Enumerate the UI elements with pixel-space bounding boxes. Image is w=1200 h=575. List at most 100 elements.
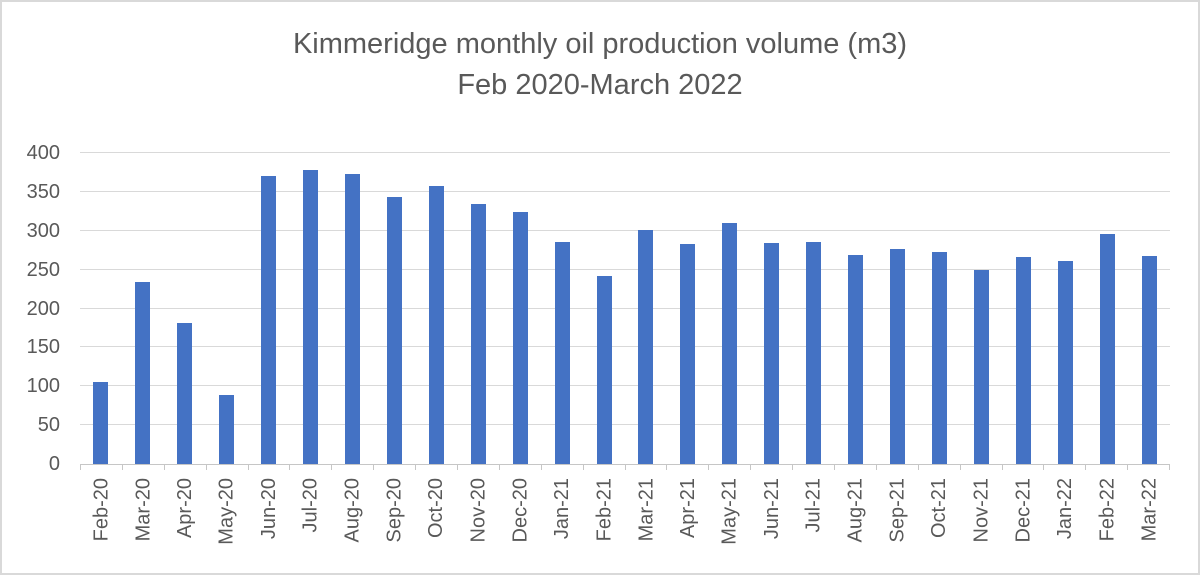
x-label-slot: Sep-21 [877,470,919,573]
x-tick-label-Oct-20: Oct-20 [425,478,448,539]
x-tick [750,464,792,470]
x-tick [834,464,876,470]
bar-slot-Jun-20 [248,153,290,464]
x-tick-label-Mar-21: Mar-21 [634,478,657,542]
x-tick-label-Jul-20: Jul-20 [299,478,322,533]
x-tick-label-Jun-20: Jun-20 [257,478,280,540]
bar-slot-Dec-21 [1002,153,1044,464]
x-label-slot: Mar-22 [1128,470,1170,573]
bar-Jan-21 [554,242,570,464]
bar-slot-Oct-20 [415,153,457,464]
bar-Jun-21 [764,243,780,464]
x-label-slot: Mar-21 [625,470,667,573]
x-label-slot: Apr-21 [667,470,709,573]
x-label-slot: Jul-20 [290,470,332,573]
bar-Feb-20 [93,382,109,464]
bar-series [80,153,1170,464]
gridline-300 [80,229,1170,231]
x-label-slot: Oct-21 [918,470,960,573]
x-label-slot: Feb-20 [80,470,122,573]
x-tick-label-Aug-20: Aug-20 [341,478,364,543]
x-axis-labels: Feb-20 Mar-20 Apr-20 May-20 Jun-20 Jul-20 Aug-… [80,470,1170,573]
x-tick-label-Sep-21: Sep-21 [886,478,909,543]
x-label-slot: Sep-20 [373,470,415,573]
x-tick-label-Feb-21: Feb-21 [593,478,616,542]
plot-area [80,152,1170,465]
gridline-150 [80,346,1170,348]
x-tick-label-Dec-21: Dec-21 [1012,478,1035,543]
bar-Apr-20 [177,322,193,464]
x-label-slot: Mar-20 [122,470,164,573]
x-tick-label-Jun-21: Jun-21 [760,478,783,540]
x-tick-label-Jan-22: Jan-22 [1054,478,1077,540]
x-tick-label-Aug-21: Aug-21 [844,478,867,543]
x-tick [205,464,248,470]
bar-slot-Aug-20 [332,153,374,464]
x-tick [666,464,708,470]
bar-slot-May-21 [709,153,751,464]
x-label-slot: Apr-20 [164,470,206,573]
bar-Feb-21 [596,275,612,464]
gridline-350 [80,190,1170,192]
x-label-slot: May-20 [206,470,248,573]
x-tick-label-Mar-22: Mar-22 [1138,478,1161,542]
x-label-slot: Jun-20 [248,470,290,573]
chart-title: Kimmeridge monthly oil production volume… [2,24,1198,106]
gridline-100 [80,385,1170,387]
bar-Dec-20 [512,212,528,464]
y-axis-labels: 0 50 100 150 200 250 300 350 400 [2,2,60,573]
bar-slot-Jun-21 [751,153,793,464]
x-tick-label-Nov-21: Nov-21 [970,478,993,543]
bar-slot-Feb-21 [583,153,625,464]
x-tick-label-Dec-20: Dec-20 [509,478,532,543]
x-tick-label-May-20: May-20 [215,478,238,545]
x-axis-ticks [80,464,1170,470]
y-tick-label-400: 400 [26,142,60,164]
gridline-50 [80,424,1170,426]
x-tick [121,464,164,470]
x-tick [1085,464,1127,470]
x-tick [247,464,290,470]
bar-slot-Oct-21 [918,153,960,464]
x-label-slot: Jun-21 [751,470,793,573]
x-tick-label-Jan-21: Jan-21 [551,478,574,540]
bar-slot-Mar-20 [122,153,164,464]
x-tick [959,464,1002,470]
gridline-200 [80,307,1170,309]
bar-slot-May-20 [206,153,248,464]
x-tick [331,464,373,470]
x-tick [498,464,541,470]
bar-slot-Apr-20 [164,153,206,464]
x-tick [163,464,206,470]
y-tick-label-50: 50 [37,414,60,437]
y-tick-label-350: 350 [26,180,60,203]
bar-Nov-20 [470,203,486,464]
bar-May-20 [219,394,235,464]
x-tick-label-Sep-20: Sep-20 [383,478,406,543]
bar-Feb-22 [1099,233,1115,464]
bar-Jul-21 [806,241,822,464]
y-tick-label-100: 100 [26,375,60,398]
bar-Apr-21 [680,243,696,464]
bar-slot-Jul-21 [793,153,835,464]
chart-title-line2: Feb 2020-March 2022 [457,69,743,101]
x-tick-label-Feb-20: Feb-20 [89,478,112,542]
bar-Jun-20 [261,176,277,464]
x-tick-label-Mar-20: Mar-20 [131,478,154,542]
bar-Mar-22 [1141,256,1157,464]
bar-slot-Mar-22 [1128,153,1170,464]
x-tick-label-Apr-20: Apr-20 [173,478,196,539]
bar-Mar-20 [135,282,151,464]
bar-slot-Jul-20 [290,153,332,464]
bar-slot-Nov-21 [960,153,1002,464]
bar-slot-Feb-22 [1086,153,1128,464]
x-label-slot: Dec-21 [1002,470,1044,573]
x-label-slot: Oct-20 [415,470,457,573]
x-label-slot: Feb-22 [1086,470,1128,573]
x-label-slot: May-21 [709,470,751,573]
x-label-slot: Nov-20 [457,470,499,573]
bar-Sep-21 [889,248,905,464]
bar-slot-Sep-21 [877,153,919,464]
y-tick-label-200: 200 [26,297,60,320]
